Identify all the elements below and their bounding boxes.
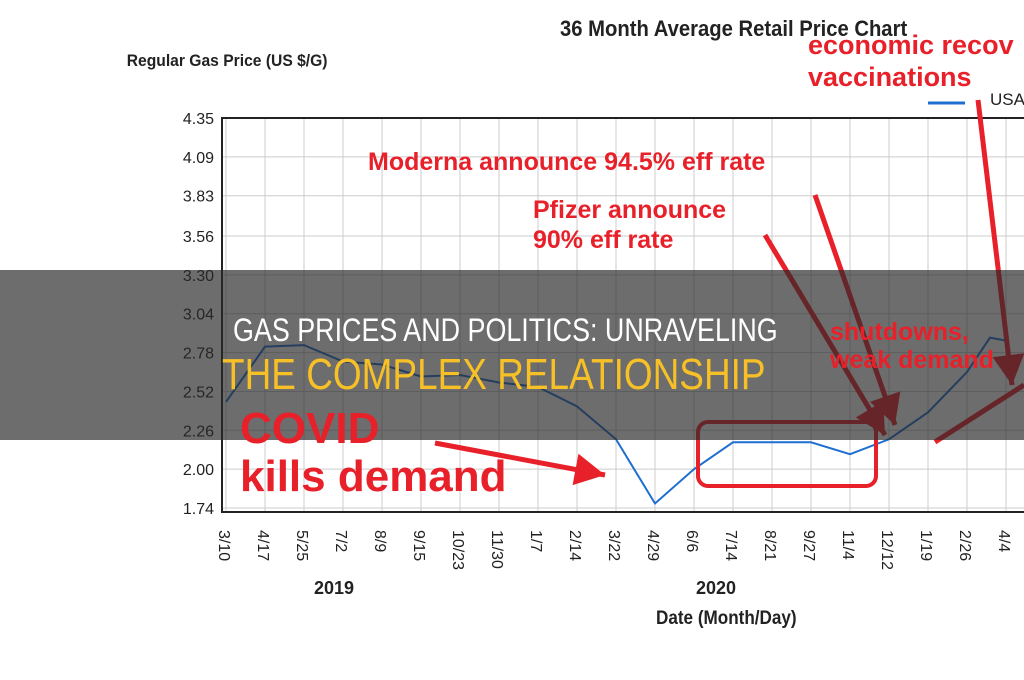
annotation-covid: COVID (240, 404, 380, 453)
y-tick-label: 2.00 (183, 462, 214, 479)
x-tick-label: 10/23 (449, 530, 466, 570)
y-tick-label: 4.09 (183, 150, 214, 167)
x-tick-label: 8/9 (371, 530, 388, 552)
annotation-moderna: Moderna announce 94.5% eff rate (368, 148, 766, 176)
arrow-covid-head (572, 453, 605, 486)
x-tick-label: 1/19 (917, 530, 934, 561)
title-banner (0, 270, 1024, 440)
x-tick-label: 11/4 (839, 530, 856, 560)
year-label-2019: 2019 (314, 578, 355, 598)
annotation-shutdowns-2: weak demand (830, 346, 994, 374)
x-tick-label: 9/27 (800, 530, 817, 561)
x-tick-label: 7/2 (332, 530, 349, 552)
annotation-kills-demand: kills demand (240, 452, 507, 501)
x-tick-label: 7/14 (722, 530, 739, 561)
banner-title-line-2: THE COMPLEX RELATIONSHIP (222, 350, 766, 399)
y-tick-label: 1.74 (183, 501, 214, 518)
y-axis-label: Regular Gas Price (US $/G) (126, 51, 328, 70)
chart-title: 36 Month Average Retail Price Chart (560, 16, 908, 41)
legend-usa: USA (990, 90, 1024, 109)
x-tick-label: 1/7 (527, 530, 544, 552)
x-tick-label: 4/17 (254, 530, 271, 561)
x-tick-label: 5/25 (293, 530, 310, 561)
x-tick-label: 11/30 (488, 530, 505, 569)
x-tick-label: 3/22 (605, 530, 622, 561)
x-tick-label: 12/12 (878, 530, 895, 570)
x-tick-label: 9/15 (410, 530, 427, 561)
x-tick-label: 4/29 (644, 530, 661, 561)
year-label-2020: 2020 (696, 578, 737, 598)
annotation-pfizer-1: Pfizer announce (533, 196, 727, 224)
y-tick-label: 3.83 (183, 189, 214, 206)
x-axis-label: Date (Month/Day) (656, 608, 797, 629)
banner-title-line-1: GAS PRICES AND POLITICS: UNRAVELING (233, 312, 778, 348)
annotation-pfizer-2: 90% eff rate (533, 226, 674, 254)
x-tick-label: 6/6 (683, 530, 700, 552)
x-tick-label: 3/10 (215, 530, 232, 561)
x-tick-label: 4/4 (995, 530, 1012, 552)
annotation-economic: economic recov (808, 30, 1014, 60)
annotation-vaccinations: vaccinations (808, 62, 972, 92)
x-tick-label: 8/21 (761, 530, 778, 561)
y-tick-label: 4.35 (183, 111, 214, 128)
annotation-shutdowns-1: shutdowns, (830, 318, 969, 346)
y-tick-label: 3.56 (183, 229, 214, 246)
x-tick-label: 2/26 (956, 530, 973, 561)
x-tick-label: 2/14 (566, 530, 583, 561)
